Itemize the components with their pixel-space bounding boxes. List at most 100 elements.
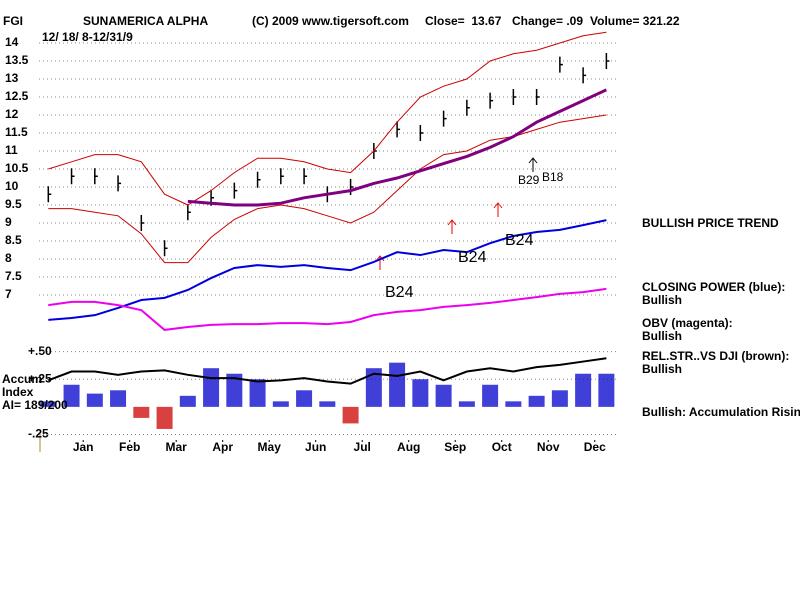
accum-bar — [179, 395, 196, 407]
signal-label: B24 — [505, 232, 534, 249]
x-tick-label: Sep — [444, 440, 466, 454]
series-status: Bullish — [642, 293, 682, 307]
x-tick-label: Jan — [73, 440, 94, 454]
y-tick-label: +.50 — [28, 344, 52, 358]
price-bar — [442, 110, 447, 127]
indicator-label: AI= 189/200 — [2, 398, 68, 412]
arrow — [528, 157, 538, 172]
accum-bar — [272, 401, 289, 407]
series-name: OBV (magenta): — [642, 316, 733, 330]
price-bar — [489, 92, 494, 109]
accum-bar — [575, 373, 592, 407]
arrow — [493, 202, 503, 217]
volume: Volume= 321.22 — [590, 14, 680, 28]
accum-bar — [505, 401, 522, 407]
accum-bar — [296, 390, 313, 407]
series-name: REL.STR..VS DJI (brown): — [642, 349, 789, 363]
price-bar — [70, 168, 75, 185]
accum-bar — [203, 368, 220, 407]
price-bar — [187, 204, 191, 221]
price-bar — [256, 171, 261, 188]
price-bar — [466, 99, 470, 116]
price-bar — [117, 175, 122, 192]
fund-name: SUNAMERICA ALPHA — [83, 14, 208, 28]
signal-label: B24 — [458, 249, 487, 266]
accum-bar — [226, 373, 243, 407]
x-tick-label: Jul — [354, 440, 371, 454]
accum-bar — [342, 406, 359, 424]
date-range: 12/ 18/ 8-12/31/9 — [42, 30, 133, 44]
price-bar — [535, 89, 540, 105]
y-tick-label: 8 — [5, 251, 12, 265]
price-bar — [349, 179, 354, 195]
y-tick-label: -.25 — [28, 427, 49, 441]
x-tick-label: Dec — [584, 440, 606, 454]
y-tick-label: 12 — [5, 107, 19, 121]
price-bar — [47, 186, 52, 203]
series-line — [47, 357, 607, 385]
y-tick-label: 7.5 — [5, 269, 22, 283]
x-tick-label: Nov — [537, 440, 560, 454]
y-tick-label: 12.5 — [5, 89, 29, 103]
price-bar — [559, 56, 563, 73]
price-bar — [419, 125, 424, 141]
price-bar — [163, 240, 168, 257]
accum-bar — [365, 368, 382, 407]
y-tick-label: 10 — [5, 179, 19, 193]
x-tick-label: Feb — [119, 440, 140, 454]
signal-label: B24 — [385, 284, 414, 301]
accum-bar — [40, 401, 57, 407]
accum-bar — [412, 379, 429, 407]
accum-bar — [249, 379, 266, 407]
series-status: Bullish — [642, 329, 682, 343]
price-bar — [280, 168, 284, 185]
y-tick-label: 9.5 — [5, 197, 22, 211]
x-tick-label: Aug — [397, 440, 420, 454]
price-bar — [605, 53, 610, 69]
x-tick-label: Jun — [305, 440, 326, 454]
series-line — [48, 287, 607, 331]
price-bar — [512, 89, 517, 105]
series-name: CLOSING POWER (blue): — [642, 280, 785, 294]
accum-bar — [133, 406, 150, 418]
series-line — [48, 31, 607, 206]
y-tick-label: 11.5 — [5, 125, 28, 139]
y-tick-label: +.25 — [28, 371, 52, 385]
signal-arrows — [375, 157, 538, 270]
accum-bar — [598, 373, 615, 407]
x-tick-label: Mar — [166, 440, 188, 454]
x-tick-label: Apr — [212, 440, 233, 454]
accum-bar — [156, 406, 173, 429]
accum-bar — [458, 401, 475, 407]
price-bar — [396, 121, 401, 138]
price-bar — [94, 168, 98, 185]
indicator-label: Index — [2, 385, 34, 399]
price-bar — [582, 67, 587, 84]
arrow — [447, 219, 457, 234]
y-tick-label: 10.5 — [5, 161, 29, 175]
accum-bar — [528, 395, 545, 407]
y-tick-label: 9 — [5, 215, 12, 229]
panel-note: BULLISH PRICE TREND — [642, 216, 779, 230]
accum-bar — [110, 390, 127, 407]
signal-label: B29 — [518, 173, 540, 187]
accum-bar — [389, 362, 406, 407]
y-tick-label: 13.5 — [5, 53, 29, 67]
signal-label: B18 — [542, 170, 564, 184]
accum-bar — [435, 384, 452, 407]
accum-bar — [551, 390, 568, 407]
series-status: Bullish — [642, 362, 682, 376]
y-tick-label: 14 — [5, 35, 19, 49]
x-tick-label: Oct — [492, 440, 512, 454]
accum-bar — [63, 384, 80, 407]
accum-bar — [482, 384, 499, 407]
price-bar — [303, 168, 308, 185]
price-bar — [140, 215, 145, 231]
copyright: (C) 2009 www.tigersoft.com — [252, 14, 409, 28]
y-tick-label: 7 — [5, 287, 12, 301]
price-bar — [233, 182, 238, 199]
series-line — [187, 88, 608, 207]
panel-note: Bullish: Accumulation Rising — [642, 405, 800, 419]
